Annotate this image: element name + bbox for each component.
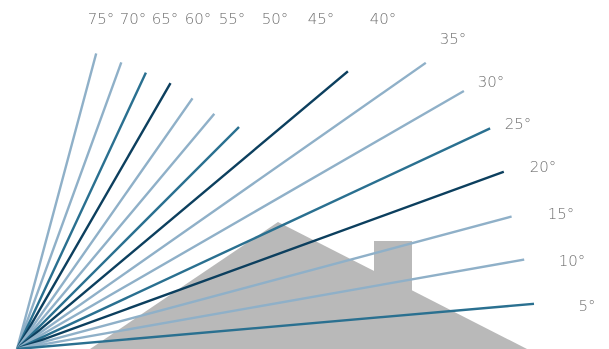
angle-ray-15 bbox=[16, 215, 512, 349]
angle-ray-20 bbox=[16, 170, 505, 349]
angle-ray-65 bbox=[15, 72, 147, 349]
angle-label-35: 35° bbox=[440, 30, 467, 48]
angle-ray-70 bbox=[15, 61, 123, 349]
angle-ray-30 bbox=[16, 89, 465, 349]
angle-label-30: 30° bbox=[478, 73, 505, 91]
angle-label-5: 5° bbox=[578, 297, 595, 315]
angle-rays bbox=[15, 53, 535, 349]
angle-label-50: 50° bbox=[262, 10, 289, 28]
angle-label-40: 40° bbox=[370, 10, 397, 28]
angle-labels: 75° 70° 65° 60° 55° 50° 45° 40° 35° 30° 25° 20° 15° 1… bbox=[88, 10, 596, 315]
house-chimney bbox=[374, 241, 412, 301]
angle-label-45: 45° bbox=[308, 10, 335, 28]
angle-ray-75 bbox=[15, 53, 98, 349]
angle-label-65: 65° bbox=[152, 10, 179, 28]
angle-label-20: 20° bbox=[530, 158, 557, 176]
angle-label-25: 25° bbox=[505, 115, 532, 133]
angle-ray-10 bbox=[16, 258, 525, 349]
angle-ray-50 bbox=[16, 113, 216, 349]
angle-ray-45 bbox=[16, 126, 240, 349]
angle-label-70: 70° bbox=[120, 10, 147, 28]
angle-label-15: 15° bbox=[548, 205, 575, 223]
angle-ray-60 bbox=[15, 82, 172, 349]
angle-label-60: 60° bbox=[185, 10, 212, 28]
angle-ray-5 bbox=[16, 302, 535, 349]
angle-label-55: 55° bbox=[219, 10, 246, 28]
angle-label-10: 10° bbox=[559, 252, 586, 270]
angle-ray-25 bbox=[16, 127, 491, 349]
angle-label-75: 75° bbox=[88, 10, 115, 28]
angle-ray-55 bbox=[16, 97, 194, 349]
angle-ray-40 bbox=[16, 70, 349, 349]
angle-ray-35 bbox=[16, 61, 427, 349]
